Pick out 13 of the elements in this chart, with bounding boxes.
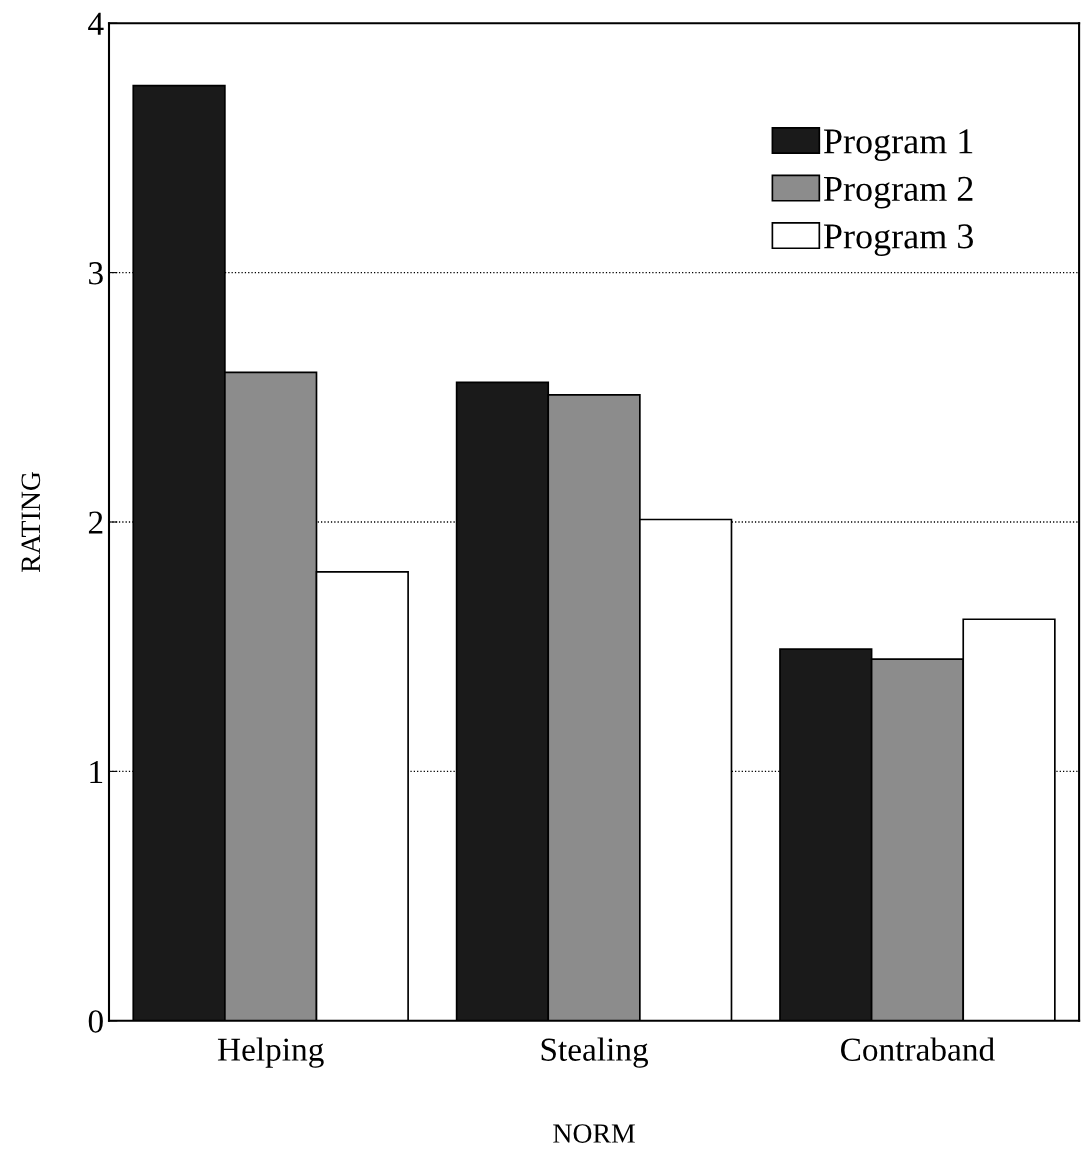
y-tick-label: 1: [90, 760, 103, 783]
y-tick-label: 3: [89, 262, 103, 285]
x-axis-title: NORM: [553, 1124, 635, 1143]
y-tick-label: 4: [88, 12, 104, 35]
legend-label: Program 2: [823, 176, 973, 209]
x-tick-label: Helping: [217, 1037, 324, 1068]
y-tick-label: 0: [88, 1010, 103, 1033]
legend-label: Program 3: [823, 224, 973, 257]
y-tick-label: 2: [88, 511, 103, 534]
x-tick-label: Stealing: [541, 1037, 649, 1068]
x-tick-label: Contraband: [841, 1037, 995, 1061]
y-axis-title: RATING: [21, 471, 41, 573]
legend-label: Program 1: [823, 129, 973, 161]
